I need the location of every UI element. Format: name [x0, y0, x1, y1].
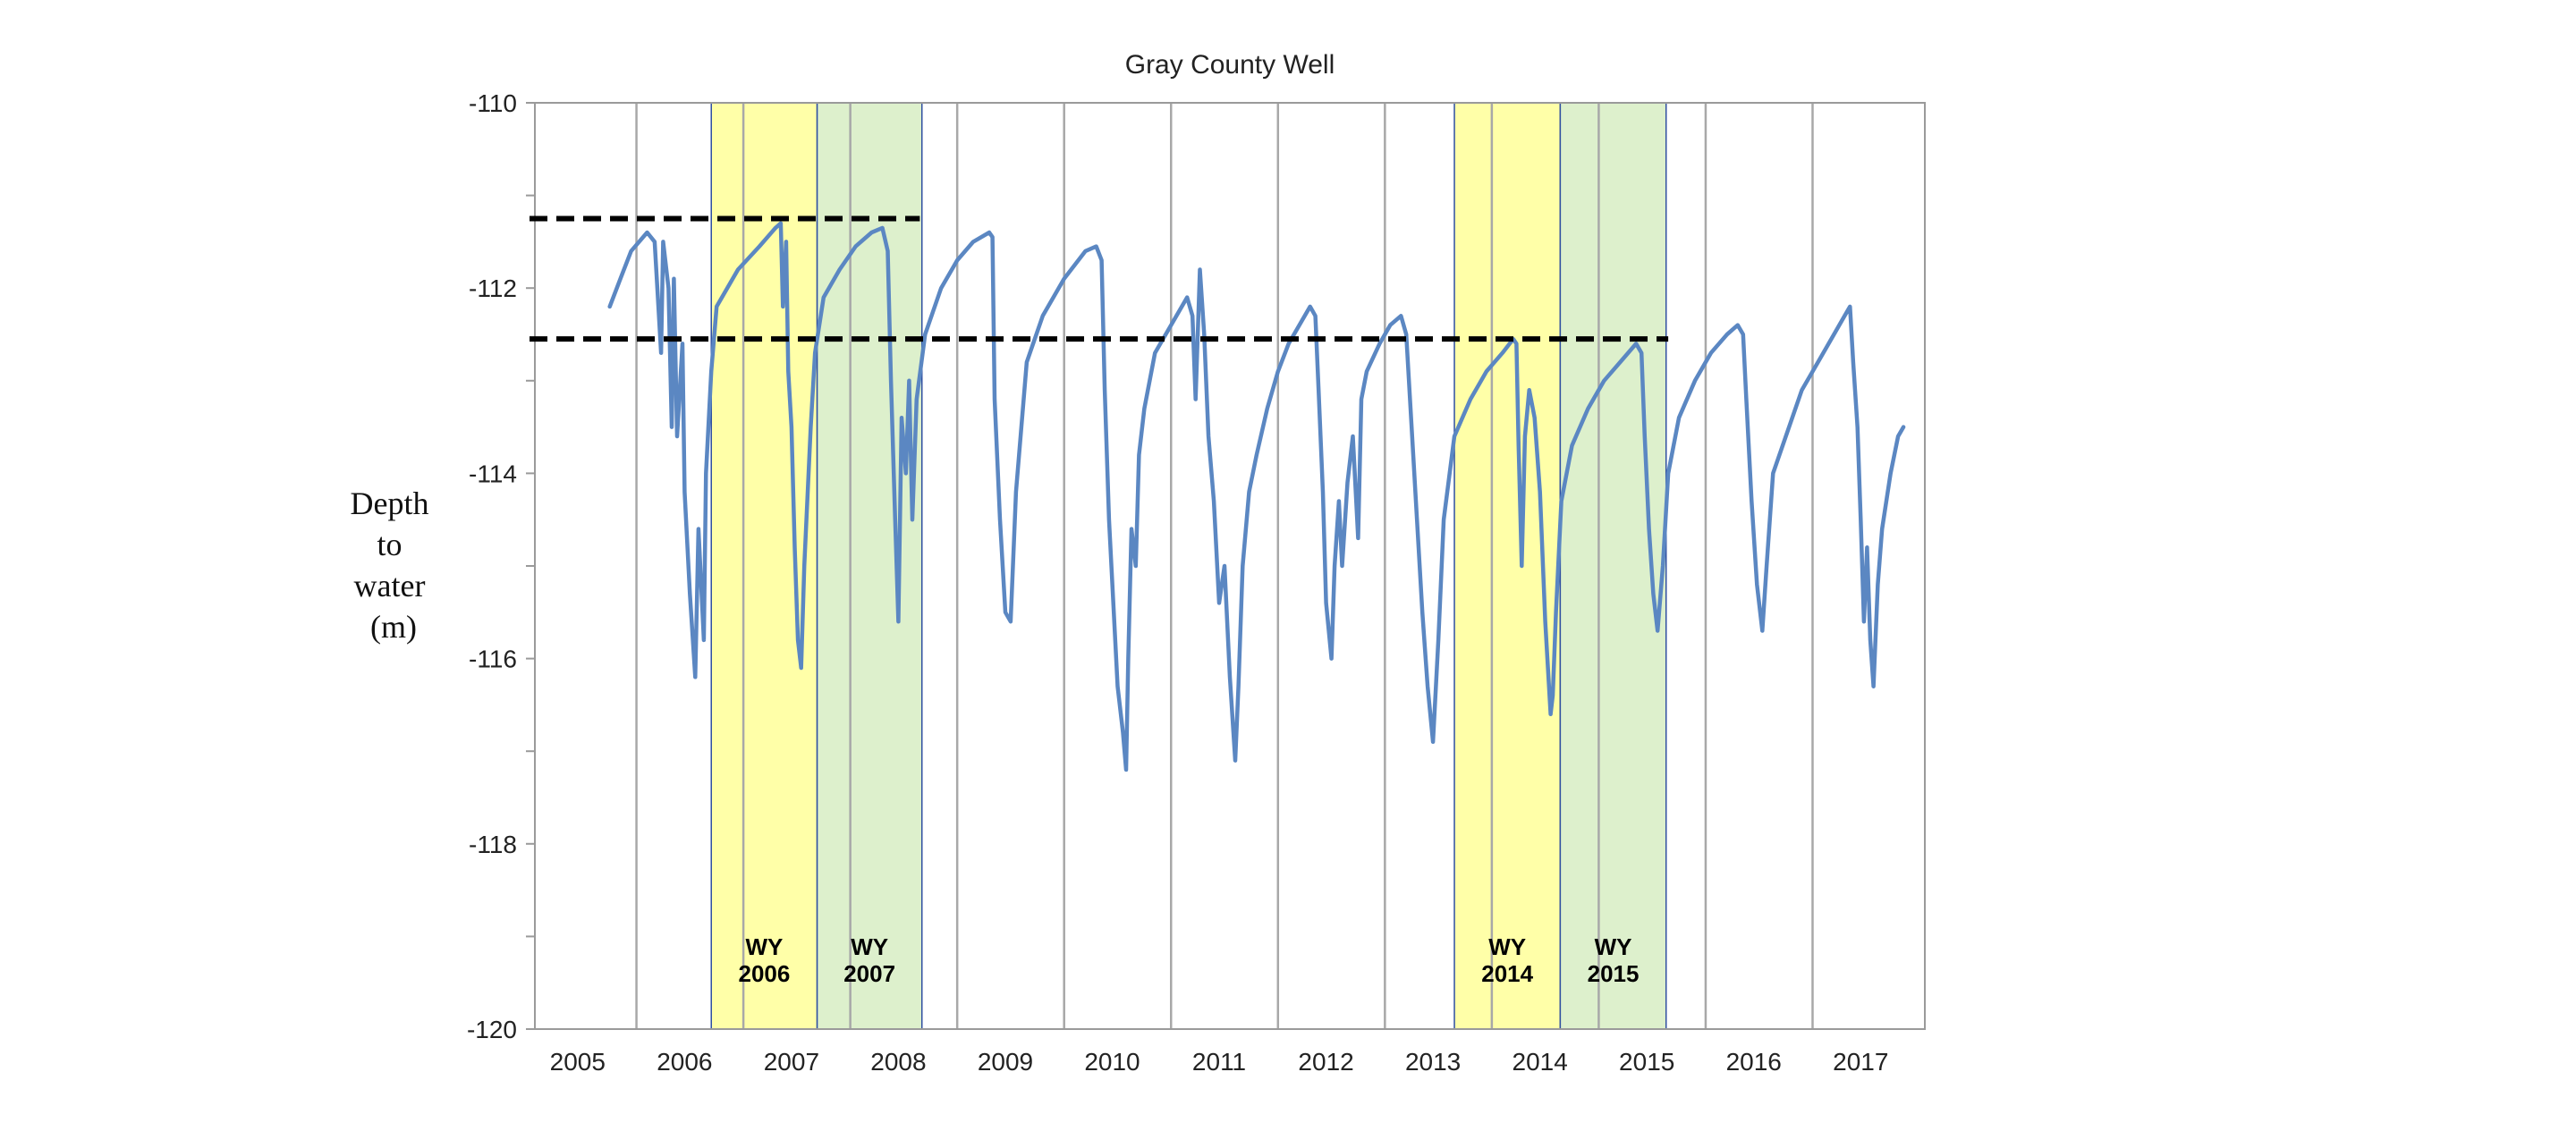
y-axis-label-line: to: [377, 527, 402, 562]
x-tick-label: 2015: [1619, 1048, 1674, 1076]
x-tick-label: 2016: [1726, 1048, 1782, 1076]
grid: [635, 103, 1814, 1029]
x-tick-label: 2014: [1513, 1048, 1568, 1076]
water-year-label: WY: [1488, 933, 1526, 960]
x-tick-label: 2008: [870, 1048, 926, 1076]
x-tick-label: 2010: [1084, 1048, 1140, 1076]
y-axis: -110 -112 -114 -116 -118 -120: [467, 89, 535, 1043]
y-tick-label: -116: [469, 646, 517, 673]
x-tick-label: 2013: [1405, 1048, 1461, 1076]
y-axis-label-line: Depth: [351, 485, 429, 521]
y-axis-label-line: water: [354, 568, 426, 604]
x-tick-label: 2005: [550, 1048, 606, 1076]
series-layer: [607, 221, 1906, 772]
shaded-period-2007: [816, 102, 923, 1030]
x-axis: 2005 2006 2007 2008 2009 2010 2011 2012 2013 2014…: [550, 1048, 1889, 1076]
reference-lines: [530, 215, 1669, 342]
x-tick-label: 2011: [1192, 1048, 1246, 1076]
y-tick-label: -112: [469, 274, 517, 302]
shaded-period-2006: [710, 102, 818, 1030]
y-tick-label: -110: [469, 89, 517, 117]
x-tick-label: 2007: [764, 1048, 819, 1076]
y-tick-label: -118: [469, 831, 517, 858]
water-year-label: WY: [851, 933, 888, 960]
y-tick-label: -120: [467, 1016, 517, 1043]
y-axis-label: Depth to water (m): [351, 485, 437, 645]
shaded-period-2015: [1559, 102, 1667, 1030]
chart-title: Gray County Well: [1125, 50, 1335, 80]
water-year-label: 2007: [843, 960, 895, 987]
y-axis-label-line: (m): [370, 609, 417, 645]
water-year-label: 2015: [1588, 960, 1640, 987]
x-tick-label: 2009: [978, 1048, 1033, 1076]
water-year-label: WY: [1595, 933, 1632, 960]
water-year-label: 2006: [738, 960, 790, 987]
x-tick-label: 2006: [657, 1048, 712, 1076]
y-tick-label: -114: [469, 460, 517, 487]
water-year-label: WY: [745, 933, 783, 960]
x-tick-label: 2012: [1298, 1048, 1353, 1076]
series-line: [607, 221, 1906, 772]
water-year-label: 2014: [1481, 960, 1533, 987]
x-tick-label: 2017: [1833, 1048, 1888, 1076]
